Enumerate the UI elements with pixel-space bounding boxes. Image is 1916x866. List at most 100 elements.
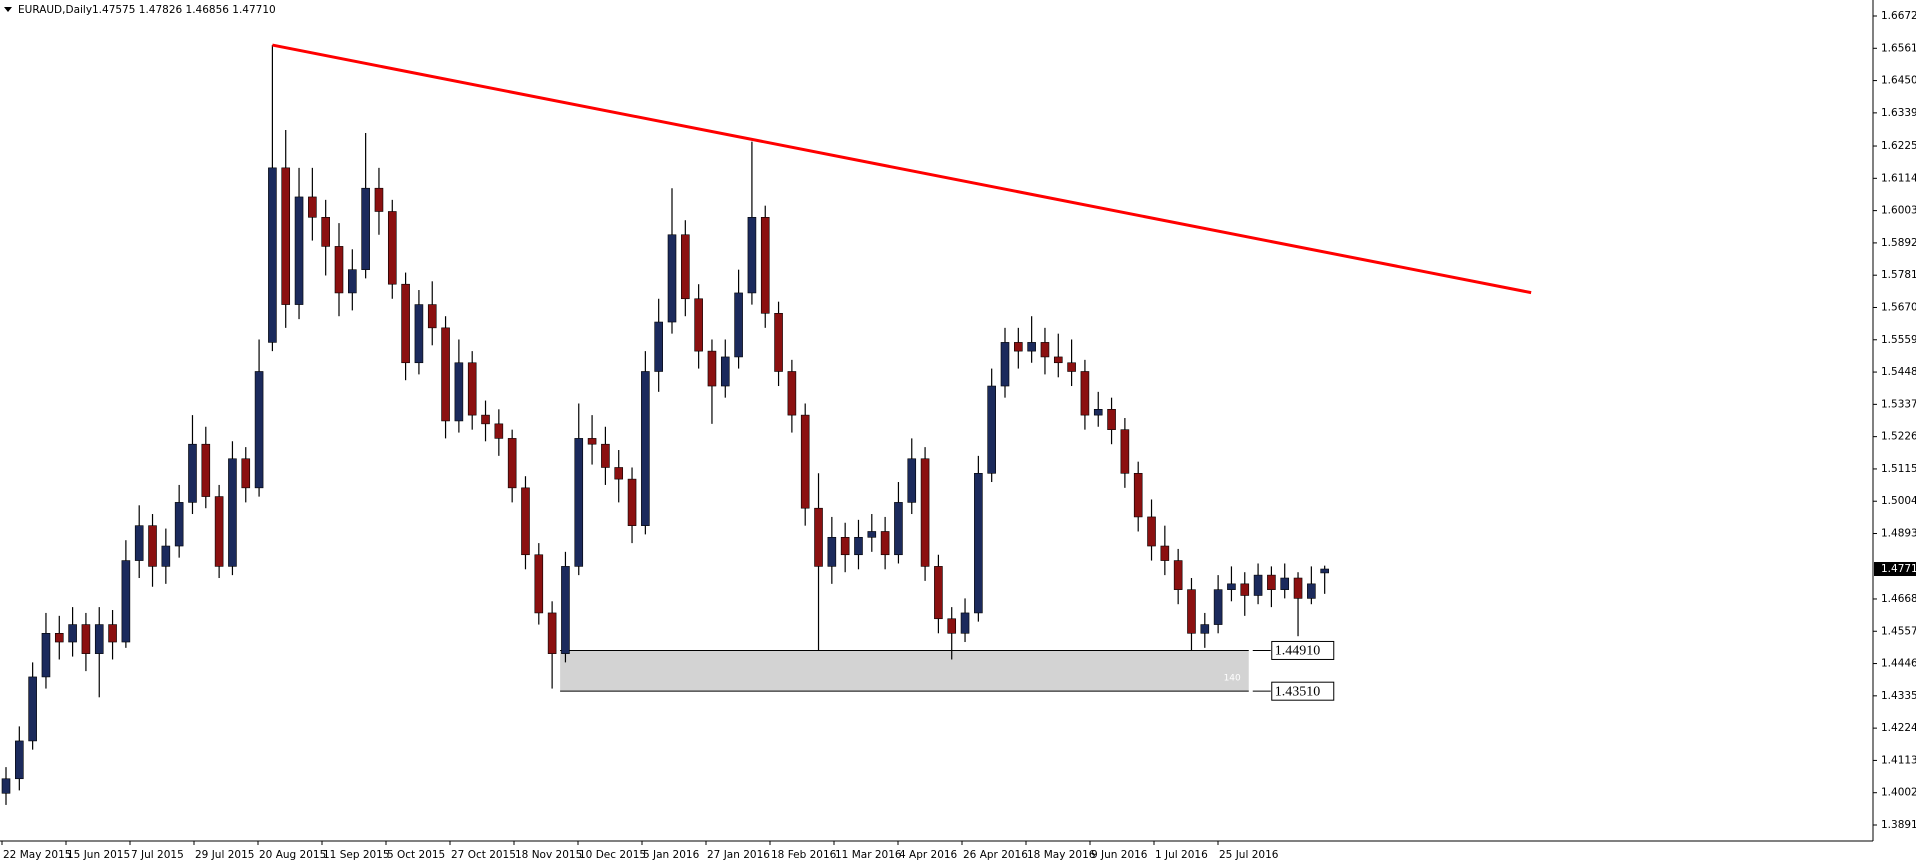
candle-body [268, 167, 277, 343]
candle-body [601, 443, 610, 468]
y-tick-label: 1.57810 [1881, 269, 1916, 281]
candle-body [1187, 589, 1196, 634]
candle-body [547, 612, 557, 654]
candle-body [308, 196, 317, 218]
candle-body [1040, 342, 1050, 358]
y-tick-label: 1.64500 [1881, 75, 1916, 87]
candle-body [1014, 342, 1023, 352]
candle-body [481, 414, 490, 425]
candle-body [1147, 516, 1156, 547]
candle-body [814, 507, 823, 567]
candle-body [174, 502, 184, 547]
y-tick-label: 1.56700 [1881, 301, 1916, 313]
x-tick-label: 5 Oct 2015 [387, 849, 445, 861]
candle-body [401, 283, 410, 364]
candle-body [161, 545, 171, 567]
candle-body [574, 438, 584, 567]
candle-body [747, 217, 757, 294]
zone-price-box [1271, 640, 1335, 660]
x-tick-label: 27 Oct 2015 [451, 849, 516, 861]
x-tick-label: 20 Aug 2015 [259, 849, 326, 861]
candle-body [1267, 574, 1276, 590]
candle-body [68, 624, 77, 643]
menu-arrow[interactable] [4, 7, 12, 12]
candle-body [121, 560, 131, 643]
candle-body [334, 246, 344, 294]
x-tick-label: 18 Nov 2015 [515, 849, 582, 861]
zone-price-label: 1.44910 [1275, 644, 1321, 659]
candle-body [1107, 409, 1116, 430]
x-tick-label: 10 Dec 2015 [579, 849, 646, 861]
y-tick-label: 1.61140 [1881, 172, 1916, 184]
candle-body [1320, 568, 1329, 574]
candle-body [681, 234, 690, 300]
candle-body [734, 292, 743, 358]
y-tick-label: 1.62250 [1881, 140, 1916, 152]
y-tick-label: 1.42240 [1881, 722, 1916, 734]
candle-body [1280, 577, 1290, 590]
y-tick-label: 1.50040 [1881, 495, 1916, 507]
candle-body [1067, 362, 1076, 372]
x-tick-label: 26 Apr 2016 [963, 849, 1028, 861]
candle-body [920, 458, 930, 567]
candle-body [507, 438, 517, 489]
candle-body [654, 321, 663, 372]
candle-body [787, 371, 797, 416]
x-tick-label: 9 Jun 2016 [1091, 849, 1148, 861]
candle-body [774, 313, 783, 372]
y-tick-label: 1.48930 [1881, 528, 1916, 540]
x-tick-label: 29 Jul 2015 [195, 849, 254, 861]
candle-body [1, 778, 11, 794]
candle-body [15, 740, 24, 780]
candle-body [1240, 583, 1250, 596]
x-tick-label: 18 May 2016 [1027, 849, 1096, 861]
candle-body [987, 385, 996, 474]
candle-body [1253, 574, 1263, 596]
y-tick-label: 1.44460 [1881, 658, 1916, 670]
candle-body [294, 196, 304, 305]
candle-body [894, 502, 903, 556]
x-tick-label: 18 Feb 2016 [771, 849, 837, 861]
candle-body [641, 371, 650, 526]
candle-body [1053, 356, 1063, 364]
y-tick-label: 1.54480 [1881, 366, 1916, 378]
candle-body [108, 624, 117, 643]
candle-body [1080, 371, 1090, 416]
candle-body [934, 566, 943, 620]
candle-body [414, 304, 424, 364]
y-tick-label: 1.65610 [1881, 42, 1916, 54]
candle-body [974, 472, 983, 614]
candle-body [947, 618, 957, 634]
y-tick-label: 1.41130 [1881, 754, 1916, 766]
support-zone [560, 650, 1249, 692]
y-tick-label: 1.40020 [1881, 787, 1916, 799]
candle-body [1160, 545, 1170, 561]
x-tick-label: 11 Sep 2015 [323, 849, 390, 861]
candle-body [614, 467, 624, 480]
candle-body [134, 525, 144, 561]
candle-body [321, 217, 330, 247]
candle-body [1293, 577, 1303, 599]
candle-body [454, 362, 464, 422]
candle-body [561, 566, 570, 654]
y-tick-label: 1.66720 [1881, 10, 1916, 22]
candle-body [41, 632, 51, 678]
y-tick-label: 1.51150 [1881, 463, 1916, 475]
candle-body [148, 525, 157, 567]
x-tick-label: 15 Jun 2015 [67, 849, 130, 861]
candle-body [694, 298, 703, 352]
candle-body [28, 676, 37, 742]
x-tick-label: 5 Jan 2016 [643, 849, 700, 861]
zone-label: 140 [1224, 673, 1241, 683]
candle-body [1093, 409, 1103, 416]
candle-body [667, 234, 677, 323]
candle-body [1213, 589, 1223, 625]
candle-body [867, 531, 877, 538]
candle-body [348, 269, 357, 294]
candle-body [534, 554, 544, 614]
candle-body [907, 458, 917, 503]
candle-body [441, 327, 450, 422]
candle-body [374, 187, 384, 212]
